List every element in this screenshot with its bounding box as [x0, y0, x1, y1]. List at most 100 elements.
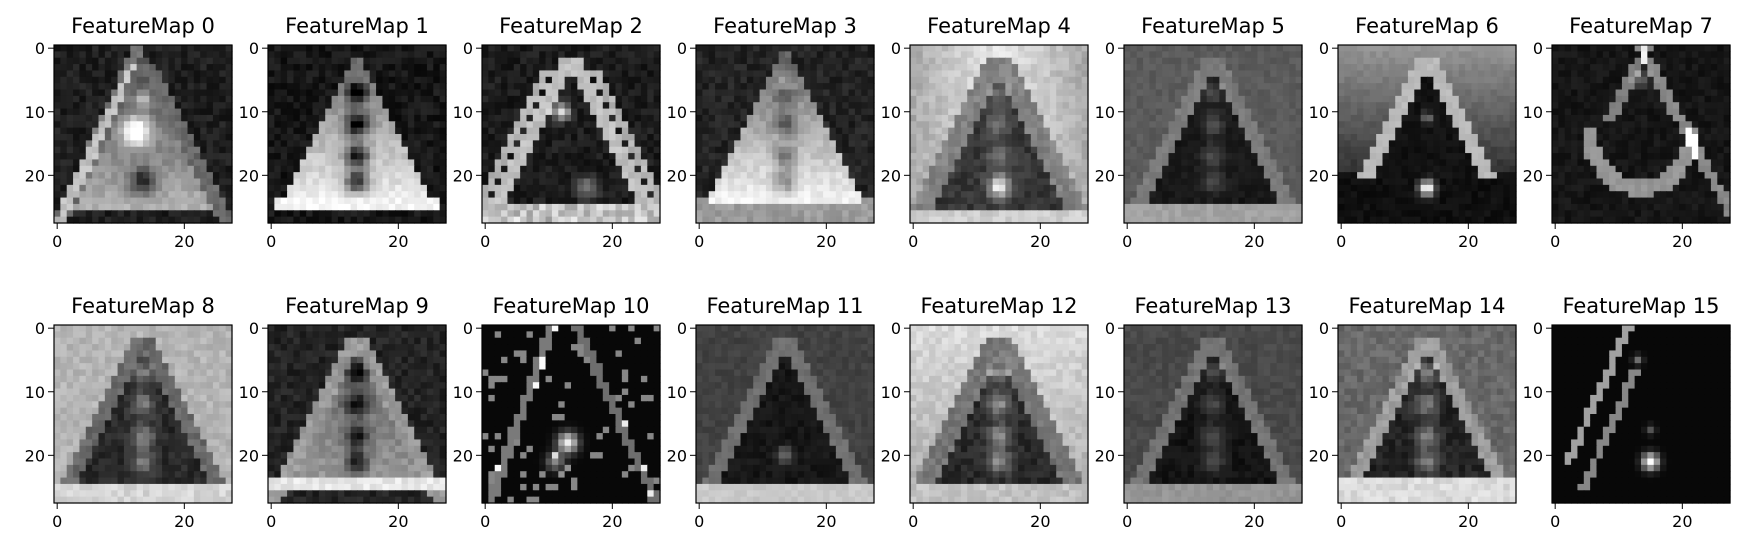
heatmap-cell: [482, 121, 489, 128]
heatmap-cell: [92, 172, 99, 179]
heatmap-cell: [734, 159, 741, 166]
heatmap-cell: [641, 204, 648, 211]
heatmap-cell: [1357, 45, 1364, 52]
heatmap-cell: [389, 166, 396, 173]
heatmap-cell: [785, 45, 792, 52]
heatmap-cell: [488, 102, 495, 109]
heatmap-cell: [1383, 64, 1390, 71]
heatmap-cell: [1226, 83, 1233, 90]
heatmap-cell: [124, 51, 131, 58]
heatmap-cell: [584, 102, 591, 109]
heatmap-cell: [565, 77, 572, 84]
heatmap-cell: [1149, 204, 1156, 211]
heatmap-cell: [67, 64, 74, 71]
heatmap-cell: [1232, 115, 1239, 122]
heatmap-cell: [647, 115, 654, 122]
heatmap-cell: [168, 96, 175, 103]
heatmap-cell: [105, 185, 112, 192]
heatmap-cell: [1194, 134, 1201, 141]
heatmap-cell: [1169, 70, 1176, 77]
heatmap-cell: [861, 102, 868, 109]
heatmap-cell: [635, 115, 642, 122]
heatmap-cell: [628, 204, 635, 211]
heatmap-cell: [213, 96, 220, 103]
heatmap-cell: [1018, 159, 1025, 166]
heatmap-cell: [1219, 204, 1226, 211]
heatmap-cell: [376, 128, 383, 135]
heatmap-cell: [622, 166, 629, 173]
heatmap-cell: [1207, 83, 1214, 90]
heatmap-cell: [967, 185, 974, 192]
heatmap-cell: [779, 58, 786, 65]
heatmap-cell: [948, 179, 955, 186]
heatmap-cell: [734, 210, 741, 217]
heatmap-cell: [1005, 83, 1012, 90]
heatmap-cell: [351, 191, 358, 198]
heatmap-cell: [1012, 172, 1019, 179]
heatmap-cell: [402, 64, 409, 71]
heatmap-cell: [357, 191, 364, 198]
heatmap-cell: [1283, 121, 1290, 128]
heatmap-cell: [495, 179, 502, 186]
heatmap-cell: [916, 166, 923, 173]
heatmap-cell: [507, 172, 514, 179]
heatmap-cell: [1075, 70, 1082, 77]
heatmap-cell: [546, 128, 553, 135]
heatmap-cell: [395, 166, 402, 173]
heatmap-cell: [319, 96, 326, 103]
heatmap-cell: [332, 121, 339, 128]
heatmap-cell: [319, 70, 326, 77]
heatmap-cell: [124, 115, 131, 122]
heatmap-cell: [1258, 159, 1265, 166]
heatmap-cell: [427, 198, 434, 205]
heatmap-cell: [1162, 172, 1169, 179]
heatmap-cell: [980, 134, 987, 141]
y-tick-label: 0: [1105, 39, 1115, 58]
heatmap-cell: [967, 45, 974, 52]
heatmap-cell: [130, 96, 137, 103]
heatmap-cell: [200, 153, 207, 160]
heatmap-cell: [760, 166, 767, 173]
heatmap-cell: [753, 179, 760, 186]
heatmap-cell: [855, 134, 862, 141]
heatmap-cell: [779, 45, 786, 52]
heatmap-cell: [344, 179, 351, 186]
heatmap-cell: [213, 166, 220, 173]
heatmap-cell: [357, 204, 364, 211]
heatmap-cell: [935, 191, 942, 198]
heatmap-cell: [546, 198, 553, 205]
heatmap-cell: [628, 140, 635, 147]
heatmap-cell: [168, 204, 175, 211]
heatmap-cell: [332, 128, 339, 135]
heatmap-cell: [1245, 96, 1252, 103]
heatmap-cell: [546, 210, 553, 217]
heatmap-cell: [370, 185, 377, 192]
heatmap-cell: [306, 83, 313, 90]
heatmap-cell: [584, 45, 591, 52]
heatmap-cell: [1018, 147, 1025, 154]
heatmap-cell: [376, 147, 383, 154]
heatmap-cell: [274, 128, 281, 135]
heatmap-cell: [427, 102, 434, 109]
heatmap-cell: [753, 115, 760, 122]
heatmap-cell: [207, 140, 214, 147]
heatmap-cell: [111, 134, 118, 141]
heatmap-cell: [332, 109, 339, 116]
heatmap-cell: [942, 185, 949, 192]
x-tick-label: 0: [266, 232, 276, 251]
heatmap-cell: [628, 115, 635, 122]
heatmap-cell: [616, 115, 623, 122]
heatmap-cell: [274, 77, 281, 84]
heatmap-cell: [552, 134, 559, 141]
heatmap-cell: [961, 90, 968, 97]
heatmap-cell: [1031, 179, 1038, 186]
heatmap-cell: [1258, 51, 1265, 58]
heatmap-cell: [1169, 102, 1176, 109]
heatmap-cell: [1050, 102, 1057, 109]
heatmap-cell: [709, 96, 716, 103]
heatmap-cell: [916, 191, 923, 198]
heatmap-cell: [741, 58, 748, 65]
heatmap-cell: [1075, 153, 1082, 160]
heatmap-cell: [1069, 198, 1076, 205]
